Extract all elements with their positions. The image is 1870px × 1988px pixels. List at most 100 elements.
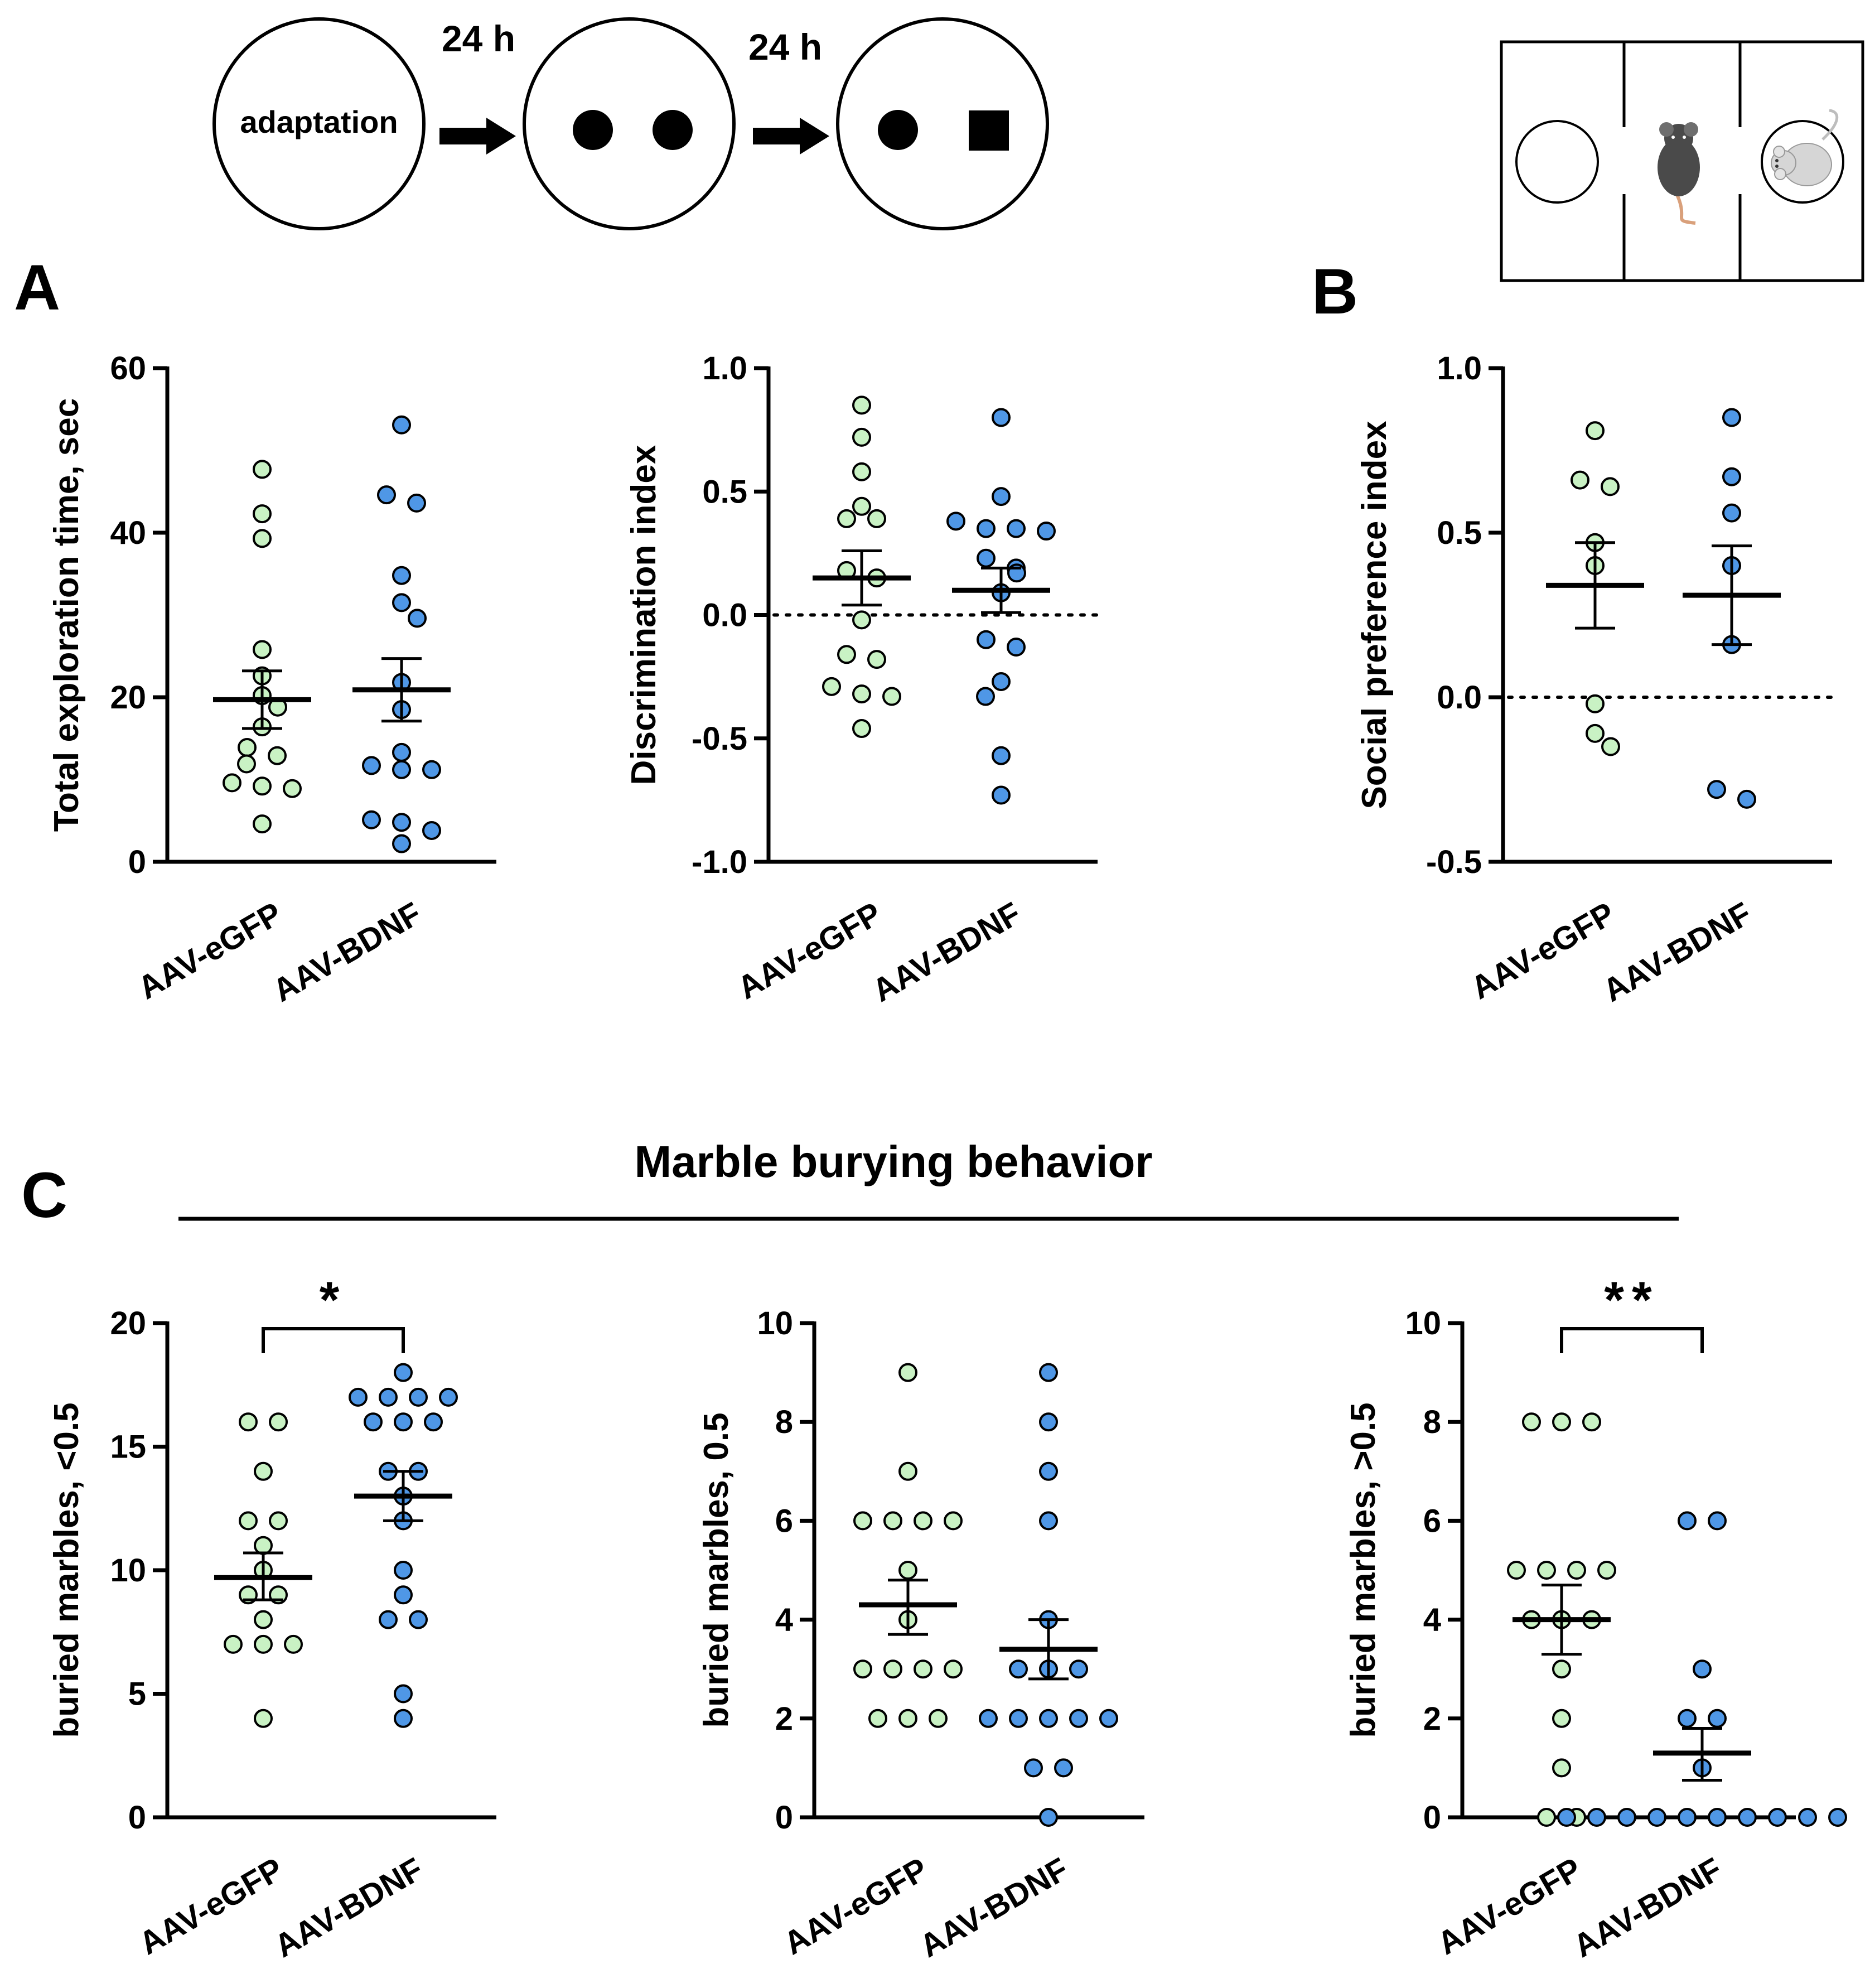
x-tick-label: AAV-BDNF: [914, 1851, 1074, 1965]
arrow1-label: 24 h: [442, 18, 515, 59]
data-point: [364, 1412, 383, 1432]
data-point: [392, 566, 411, 585]
data-point: [882, 687, 901, 706]
data-point: [254, 1536, 273, 1555]
significance-bracket: [262, 1327, 405, 1353]
y-tick-label: 0.0: [1437, 679, 1482, 716]
data-point: [1708, 1511, 1727, 1531]
data-point: [898, 1709, 917, 1728]
data-point: [422, 821, 441, 840]
data-point: [1039, 1363, 1058, 1382]
y-tick-label: 1.0: [1437, 350, 1482, 387]
data-point: [914, 1511, 932, 1531]
data-point: [1567, 1561, 1586, 1580]
x-tick-label: AAV-eGFP: [1465, 895, 1621, 1006]
data-point: [1537, 1808, 1556, 1827]
data-point: [253, 776, 272, 796]
y-tick-label: 20: [110, 1305, 146, 1342]
y-axis-label: buried marbles, <0.5: [47, 1402, 86, 1738]
x-tick-label: AAV-BDNF: [267, 895, 427, 1009]
data-point: [883, 1511, 902, 1531]
data-point: [1037, 522, 1056, 541]
data-point: [253, 460, 272, 479]
y-tick-label: 15: [110, 1429, 146, 1465]
x-tick-label: AAV-eGFP: [778, 1851, 934, 1962]
data-point: [1039, 1511, 1058, 1531]
data-point: [253, 529, 272, 548]
data-point: [883, 1659, 902, 1679]
data-point: [852, 395, 871, 415]
data-point: [852, 427, 871, 447]
y-tick-label: 10: [1405, 1305, 1441, 1342]
panel-letter-a: A: [14, 252, 60, 324]
marbles-lt05-chart: 0 5 10 15 20 buried marbles, <0.5 AAV-eGFPAAV-…: [47, 1272, 496, 1965]
training-arena: [523, 17, 736, 230]
data-point: [946, 512, 965, 531]
data-point: [1069, 1659, 1088, 1679]
data-point: [237, 754, 256, 774]
y-tick-label: 60: [110, 350, 146, 387]
data-point: [1708, 1709, 1727, 1728]
data-point: [1738, 1808, 1757, 1827]
data-point: [269, 1511, 288, 1531]
data-point: [392, 593, 411, 612]
y-tick-label: 4: [775, 1602, 793, 1638]
data-point: [977, 548, 996, 568]
y-tick-label: 4: [1423, 1602, 1441, 1638]
data-point: [898, 1561, 917, 1580]
data-point: [239, 1412, 258, 1432]
x-tick-label: AAV-BDNF: [866, 895, 1027, 1009]
y-tick-label: 20: [110, 679, 146, 716]
data-point: [852, 610, 871, 630]
data-point: [1678, 1709, 1697, 1728]
data-point: [853, 1659, 872, 1679]
x-tick-label: AAV-eGFP: [132, 895, 288, 1006]
data-point: [914, 1659, 932, 1679]
x-tick-label: AAV-eGFP: [732, 895, 888, 1006]
data-point: [992, 746, 1011, 765]
empty-cup: [1515, 120, 1599, 204]
object-circle: [653, 110, 693, 150]
y-tick-label: 6: [1423, 1503, 1441, 1539]
data-point: [1586, 694, 1605, 713]
data-point: [929, 1709, 948, 1728]
y-tick-label: -1.0: [692, 844, 747, 880]
data-point: [1552, 1659, 1571, 1679]
data-point: [392, 415, 411, 435]
data-point: [377, 485, 396, 505]
y-tick-label: 0: [128, 844, 146, 880]
data-point: [1722, 467, 1741, 486]
data-point: [254, 1709, 273, 1728]
y-tick-label: 5: [128, 1676, 146, 1712]
y-tick-label: 0.0: [702, 597, 747, 634]
y-axis-label: Discrimination index: [625, 445, 663, 785]
data-point: [1722, 408, 1741, 427]
data-point: [867, 650, 886, 669]
data-point: [977, 519, 996, 538]
data-point: [269, 1412, 288, 1432]
data-point: [852, 719, 871, 739]
y-tick-label: -0.5: [1426, 844, 1482, 880]
y-tick-label: 1.0: [702, 350, 747, 387]
data-point: [992, 487, 1011, 506]
data-point: [1722, 503, 1741, 523]
y-tick-label: 10: [757, 1305, 793, 1342]
y-tick-label: 0: [1423, 1799, 1441, 1836]
data-point: [408, 609, 427, 628]
y-tick-label: 40: [110, 515, 146, 551]
data-point: [253, 504, 272, 524]
data-point: [1586, 723, 1605, 743]
data-point: [362, 756, 381, 775]
data-point: [1039, 1808, 1058, 1827]
data-point: [1678, 1808, 1697, 1827]
y-tick-label: 0.5: [1437, 515, 1482, 551]
y-tick-label: 10: [110, 1552, 146, 1589]
data-point: [1707, 780, 1726, 799]
test-arena: [836, 17, 1049, 230]
data-point: [349, 1387, 368, 1407]
data-point: [1537, 1561, 1556, 1580]
data-point: [852, 496, 871, 516]
data-point: [976, 687, 995, 706]
occupied-cup: [1761, 120, 1844, 204]
data-point: [837, 645, 856, 664]
